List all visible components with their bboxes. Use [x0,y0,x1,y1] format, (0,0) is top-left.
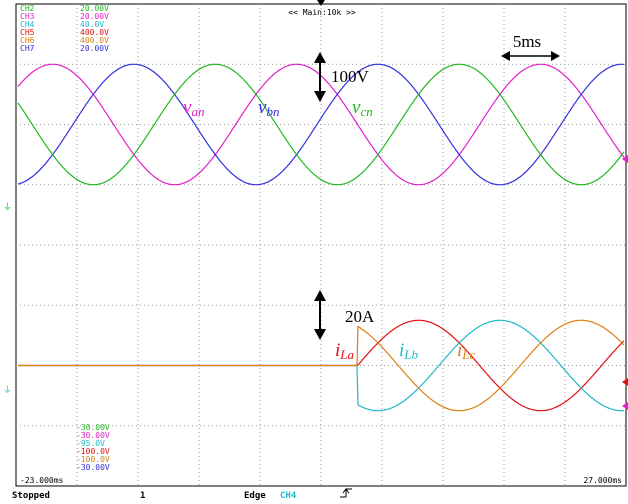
arrowhead-up-icon [314,290,326,301]
channel-legend: CH2 20.00V CH3 20.00V CH4 40.0V CH5 400.… [20,4,109,53]
offset-value: -95.0V [76,439,105,448]
level-marker-icon [622,155,628,163]
vbn-label: vbn [258,97,279,119]
channel-scale: 400.0V [80,28,109,37]
channel-scale: 400.0V [80,36,109,45]
time-left-readout: -23.000ms [20,476,64,485]
arrowhead-down-icon [314,329,326,340]
current-trace-iLc [18,319,625,412]
channel-label: CH2 [20,4,35,13]
voltage-scale-label: 100V [331,67,370,86]
channel-scale: 20.00V [80,12,109,21]
vbn-label-main: v [258,97,267,118]
ila-label-sub: La [339,347,354,362]
ilb-label-main: i [399,340,404,361]
van-label-main: v [183,97,192,118]
level-marker-icon [622,402,628,410]
offset-value: -100.0V [76,455,110,464]
ilc-label-sub: Lc [461,347,475,362]
arrowhead-left-icon [501,51,510,61]
ilc-label: iLc [457,340,476,362]
trigger-channel: CH4 [280,491,297,501]
vbn-label-sub: bn [266,104,279,119]
waveforms [17,63,625,412]
level-marker-icon [622,378,628,386]
channel-scale: 40.0V [80,20,104,29]
voltage-trace-vbn [17,63,624,186]
ilc-label-main: i [457,340,462,361]
offset-value: -30.00V [76,463,110,472]
ground-marker-icon: ⏚ [3,202,12,213]
current-scale-label: 20A [345,307,375,326]
voltage-trace-vcn [17,63,625,186]
channel-scale: 20.00V [80,44,109,53]
arrowhead-up-icon [314,52,326,63]
voltage-scale-annotation: 100V [314,52,370,102]
channel-label: CH4 [20,20,35,29]
timebase-label: << Main:10k >> [288,8,356,17]
trigger-type: Edge [244,491,266,501]
status-bar: Stopped 1 Edge CH4 [12,488,352,501]
current-scale-annotation: 20A [314,290,375,340]
channel-label: CH3 [20,12,35,21]
offset-value: -100.0V [76,447,110,456]
time-scale-annotation: 5ms [501,32,560,61]
channel-label: CH7 [20,44,35,53]
rising-edge-icon [340,488,352,498]
channel-label: CH5 [20,28,35,37]
ground-marker-icon: ⏚ [3,385,12,396]
van-label-sub: an [191,104,204,119]
acquisition-count: 1 [140,491,145,501]
vcn-label-sub: cn [360,104,372,119]
ilb-label-sub: Lb [403,347,418,362]
van-label: van [183,97,204,119]
time-scale-label: 5ms [513,32,541,51]
arrowhead-down-icon [314,91,326,102]
channel-scale: 20.00V [80,4,109,13]
ila-label-main: i [335,340,340,361]
ila-label: iLa [335,340,355,362]
offset-value: -30.00V [76,423,110,432]
vcn-label: vcn [352,97,373,119]
acquisition-state: Stopped [12,491,50,501]
offset-value: -30.00V [76,431,110,440]
channel-label: CH6 [20,36,35,45]
trigger-position-icon [317,0,325,6]
ilb-label: iLb [399,340,419,362]
channel-offsets: -30.00V -30.00V -95.0V -100.0V -100.0V -… [76,423,110,472]
vcn-label-main: v [352,97,361,118]
time-right-readout: 27.000ms [583,476,622,485]
arrowhead-right-icon [551,51,560,61]
